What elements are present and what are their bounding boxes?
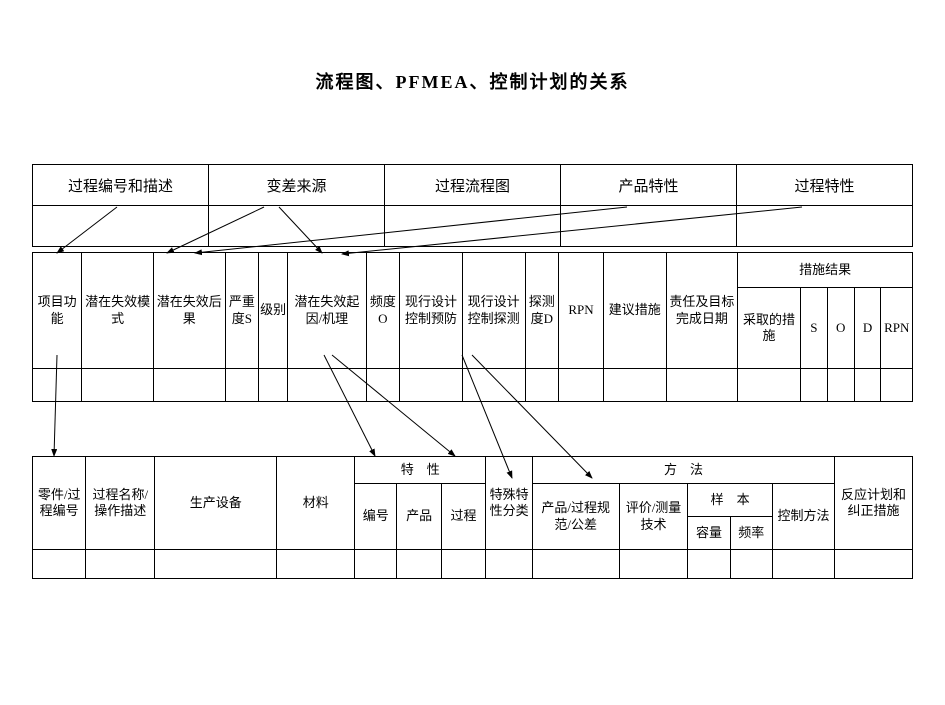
table-cell [400,369,463,402]
t2-col-o2: O [827,288,854,369]
table-cell [441,550,485,579]
t2-col-act: 采取的措施 [738,288,801,369]
t3-col-cno: 编号 [355,484,397,550]
t3-col-spec: 产品/过程规范/公差 [532,484,619,550]
table-cell [730,550,772,579]
table-cell [486,550,533,579]
table-cell [827,369,854,402]
table-cell [559,369,604,402]
t3-group-char: 特 性 [355,457,486,484]
table-cell [835,550,913,579]
t3-col-cprod: 产品 [397,484,441,550]
table-cell [33,369,82,402]
table-process-flow: 过程编号和描述 变差来源 过程流程图 产品特性 过程特性 [32,164,913,247]
diagram-canvas: 流程图、PFMEA、控制计划的关系 过程编号和描述 变差来源 过程流程图 产品特… [32,68,913,673]
t3-col-spclass: 特殊特性分类 [486,457,533,550]
t3-group-method: 方 法 [532,457,834,484]
table-control-plan: 零件/过程编号 过程名称/操作描述 生产设备 材料 特 性 特殊特性分类 方 法… [32,456,913,579]
table-cell [462,369,525,402]
t2-col-resp: 责任及目标完成日期 [666,253,738,369]
table-cell [561,206,737,247]
t2-col-cause: 潜在失效起因/机理 [288,253,366,369]
table-cell [82,369,154,402]
t3-col-mat: 材料 [277,457,355,550]
t3-col-cproc: 过程 [441,484,485,550]
t3-col-opdesc: 过程名称/操作描述 [86,457,155,550]
t2-col-rpn2: RPN [881,288,913,369]
t3-col-freq: 频率 [730,517,772,550]
page-title: 流程图、PFMEA、控制计划的关系 [32,68,913,94]
t2-col-mode: 潜在失效模式 [82,253,154,369]
t2-col-sev: 严重度S [225,253,259,369]
t1-col2: 过程流程图 [385,165,561,206]
t2-col-d2: D [854,288,881,369]
table-cell [881,369,913,402]
t2-col-effect: 潜在失效后果 [153,253,225,369]
table-cell [209,206,385,247]
t2-col-func: 项目功能 [33,253,82,369]
table-cell [33,550,86,579]
table-cell [225,369,259,402]
t1-col1: 变差来源 [209,165,385,206]
table-cell [153,369,225,402]
t2-group-results: 措施结果 [738,253,913,288]
table-cell [385,206,561,247]
table-cell [86,550,155,579]
table-cell [688,550,730,579]
table-cell [259,369,288,402]
t2-col-occ: 频度O [366,253,400,369]
t1-col3: 产品特性 [561,165,737,206]
t2-col-class: 级别 [259,253,288,369]
table-cell [738,369,801,402]
t3-group-sample: 样 本 [688,484,772,517]
table-cell [277,550,355,579]
table-cell [854,369,881,402]
t3-col-equip: 生产设备 [155,457,277,550]
table-cell [666,369,738,402]
table-cell [525,369,559,402]
t1-col0: 过程编号和描述 [33,165,209,206]
t2-col-prev: 现行设计控制预防 [400,253,463,369]
t2-col-rec: 建议措施 [603,253,666,369]
t3-col-size: 容量 [688,517,730,550]
table-cell [366,369,400,402]
t3-col-react: 反应计划和纠正措施 [835,457,913,550]
t1-col4: 过程特性 [737,165,913,206]
t2-col-det: 现行设计控制探测 [462,253,525,369]
table-cell [155,550,277,579]
table-cell [397,550,441,579]
t3-col-partno: 零件/过程编号 [33,457,86,550]
table-cell [33,206,209,247]
t2-col-detn: 探测度D [525,253,559,369]
table-cell [619,550,688,579]
t3-col-ctrl: 控制方法 [772,484,834,550]
t2-col-rpn: RPN [559,253,604,369]
table-cell [532,550,619,579]
table-cell [737,206,913,247]
table-cell [772,550,834,579]
table-cell [800,369,827,402]
t3-col-tech: 评价/测量技术 [619,484,688,550]
table-cell [355,550,397,579]
t2-col-s2: S [800,288,827,369]
table-pfmea: 项目功能 潜在失效模式 潜在失效后果 严重度S 级别 潜在失效起因/机理 频度O… [32,252,913,402]
table-cell [603,369,666,402]
table-cell [288,369,366,402]
